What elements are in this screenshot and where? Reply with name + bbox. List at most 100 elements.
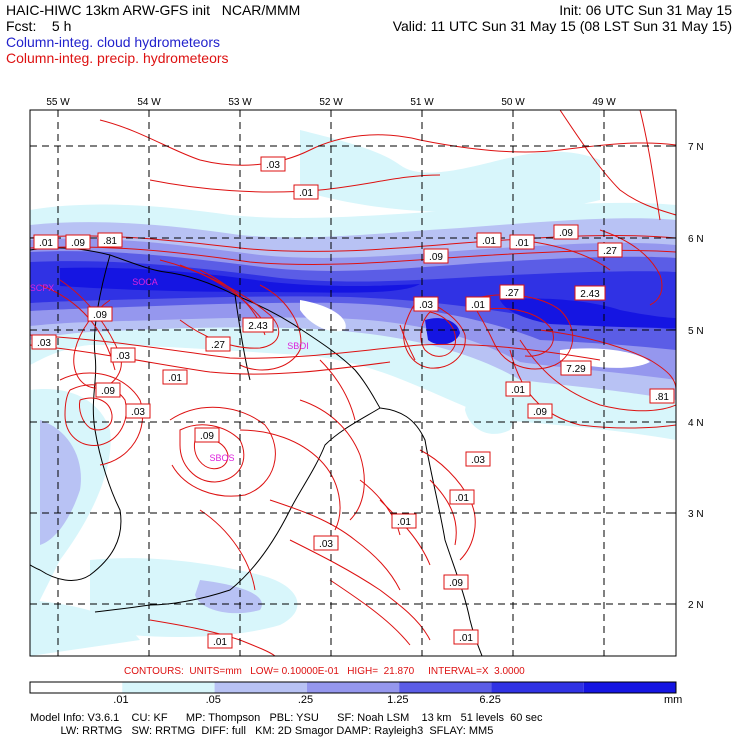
cloud-level-1 xyxy=(300,130,600,213)
latitude-label: 6 N xyxy=(688,234,704,245)
contour-label-box xyxy=(465,451,491,467)
contour-label-box xyxy=(33,234,59,250)
colorbar-segment xyxy=(583,682,676,693)
longitude-label: 50 W xyxy=(501,97,525,108)
contour-label-box xyxy=(313,535,339,551)
contour-label-box xyxy=(423,248,449,264)
longitude-label: 55 W xyxy=(46,97,70,108)
colorbar-segment xyxy=(306,682,400,693)
colorbar-segment xyxy=(30,682,123,693)
cloud-level-1 xyxy=(90,558,298,637)
legend-cloud: Column-integ. cloud hydrometeors xyxy=(6,34,220,50)
station-labels: SCPX SOCA SBOI SBOS xyxy=(30,277,309,463)
contour-label: .01 xyxy=(397,517,411,528)
contour-label: .01 xyxy=(39,238,53,249)
contour-label-box xyxy=(194,427,220,443)
contour-label-box xyxy=(65,234,91,250)
cloud-level-6 xyxy=(425,318,460,345)
contour-label-box xyxy=(465,296,491,312)
contour-label: .03 xyxy=(319,539,333,550)
station-label: SBOI xyxy=(287,341,309,351)
contour-label: .03 xyxy=(37,338,51,349)
contour-label-box xyxy=(97,232,123,248)
contour-label: .09 xyxy=(559,228,573,239)
contour-label-box xyxy=(413,296,439,312)
contour-label-box xyxy=(207,633,233,649)
contour-label: .03 xyxy=(131,407,145,418)
valid-time: Valid: 11 UTC Sun 31 May 15 (08 LST Sun … xyxy=(392,18,732,34)
station-label: SCPX xyxy=(30,283,55,293)
colorbar-tick-label: .05 xyxy=(205,694,221,706)
init-time: Init: 06 UTC Sun 31 May 15 xyxy=(559,2,732,18)
longitude-labels: 55 W 54 W 53 W 52 W 51 W 50 W 49 W xyxy=(46,97,616,108)
contour-label: .01 xyxy=(299,188,313,199)
longitude-label: 54 W xyxy=(137,97,161,108)
contour-label-box xyxy=(649,388,675,404)
contour-label: .27 xyxy=(505,288,519,299)
contour-label-box xyxy=(453,629,479,645)
cloud-level-6 xyxy=(500,298,676,328)
contour-label-box xyxy=(476,232,502,248)
colorbar-frame xyxy=(29,681,677,694)
station-label: SBOS xyxy=(209,453,234,463)
colorbar-tick-label: .25 xyxy=(297,694,314,706)
contour-label-box xyxy=(162,369,188,385)
colorbar-segment xyxy=(122,682,215,693)
contour-label-box xyxy=(391,513,417,529)
contour-label-box xyxy=(553,224,579,240)
station-label: SOCA xyxy=(132,277,158,287)
contour-label: .01 xyxy=(511,385,525,396)
contour-label: 7.29 xyxy=(566,364,586,375)
latitude-label: 4 N xyxy=(688,418,704,429)
model-info-line-2: LW: RRTMG SW: RRTMG DIFF: full KM: 2D Sm… xyxy=(30,725,494,737)
contour-label-box xyxy=(509,234,535,250)
map-frame xyxy=(29,109,677,657)
graticule xyxy=(30,110,676,656)
longitude-label: 52 W xyxy=(319,97,343,108)
contour-label: 2.43 xyxy=(248,321,268,332)
colorbar xyxy=(29,681,677,694)
contour-label: .01 xyxy=(471,300,485,311)
contour-label-box xyxy=(499,284,525,300)
contour-labels: .03 .01 .01 .09 .81 .01 .01 .09 .27 .09 .27 .03 .01 2… xyxy=(31,156,675,649)
contour-label-box xyxy=(527,403,553,419)
contour-label: .01 xyxy=(515,238,529,249)
legend-precip: Column-integ. precip. hydrometeors xyxy=(6,50,229,66)
colorbar-segment xyxy=(399,682,492,693)
contour-label-box xyxy=(125,403,151,419)
contour-label: .01 xyxy=(455,493,469,504)
contour-label: .01 xyxy=(482,236,496,247)
contour-label-box xyxy=(205,336,231,352)
contour-label-box xyxy=(87,306,113,322)
colorbar-tick-label: 6.25 xyxy=(479,694,501,706)
colorbar-segment xyxy=(214,682,307,693)
contour-label-box xyxy=(293,184,319,200)
cloud-gap xyxy=(300,300,346,332)
longitude-label: 51 W xyxy=(410,97,434,108)
contour-label-box xyxy=(597,242,623,258)
contour-label: .09 xyxy=(71,238,85,249)
contour-label: .03 xyxy=(419,300,433,311)
contour-label: .09 xyxy=(93,310,107,321)
contour-label: .81 xyxy=(103,236,117,247)
latitude-label: 2 N xyxy=(688,600,704,611)
contour-label: .27 xyxy=(211,340,225,351)
contour-label: .09 xyxy=(101,386,115,397)
contour-label: .81 xyxy=(655,392,669,403)
forecast-hour: Fcst: 5 h xyxy=(6,18,72,34)
contour-label-box xyxy=(560,360,592,376)
contour-label: .27 xyxy=(603,246,617,257)
contour-label: .09 xyxy=(533,407,547,418)
colorbar-units: mm xyxy=(664,694,683,706)
contour-label-box xyxy=(449,489,475,505)
contour-label: .01 xyxy=(168,373,182,384)
latitude-labels: 7 N 6 N 5 N 4 N 3 N 2 N xyxy=(688,142,704,611)
contour-label: .09 xyxy=(200,431,214,442)
contour-label-box xyxy=(31,334,57,350)
colorbar-segment xyxy=(491,682,584,693)
contour-label-box xyxy=(260,156,286,172)
contour-label: .09 xyxy=(429,252,443,263)
contour-label-box xyxy=(574,285,606,301)
contour-label-box xyxy=(443,574,469,590)
